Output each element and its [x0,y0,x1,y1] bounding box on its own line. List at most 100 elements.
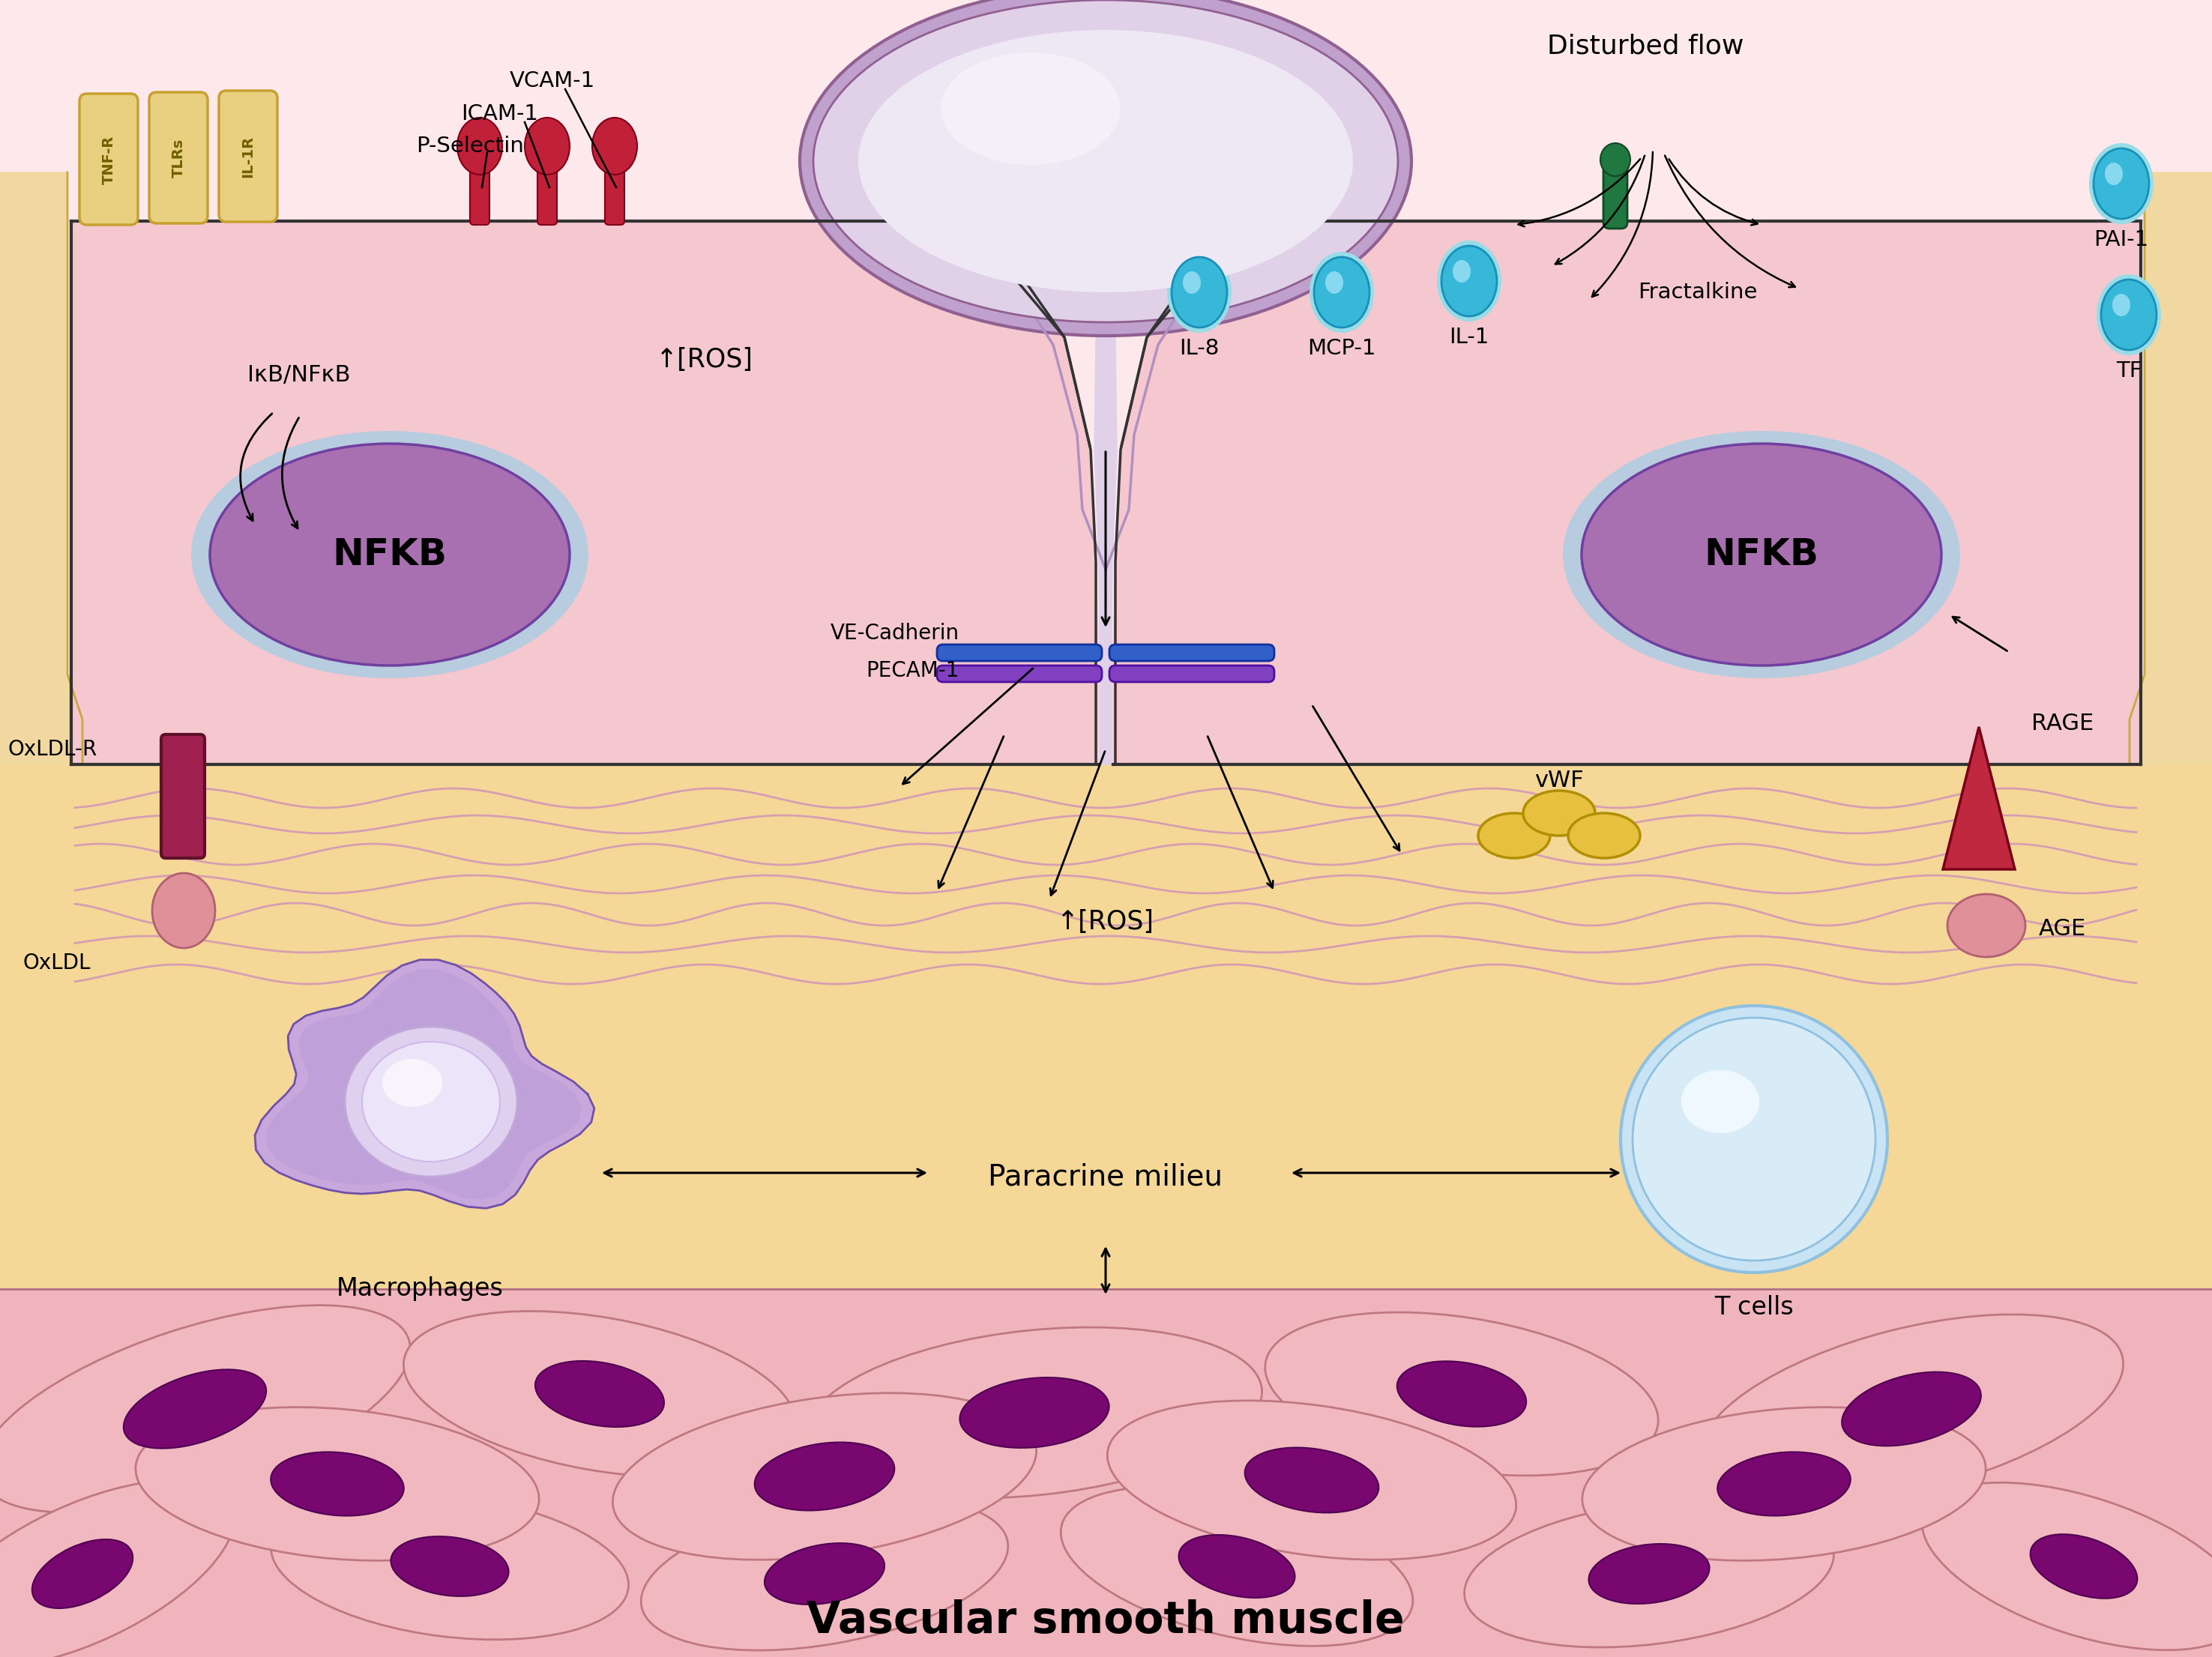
Text: PAI-1: PAI-1 [2095,229,2148,250]
Text: Macrophages: Macrophages [336,1276,504,1301]
Text: Vascular smooth muscle: Vascular smooth muscle [807,1599,1405,1642]
Text: OxLDL: OxLDL [22,953,91,974]
Text: AGE: AGE [2039,918,2086,940]
Ellipse shape [270,1452,405,1516]
Ellipse shape [2093,149,2150,219]
Text: NFΚB: NFΚB [332,537,447,573]
FancyBboxPatch shape [161,734,206,858]
FancyBboxPatch shape [1110,645,1274,661]
FancyBboxPatch shape [938,666,1102,683]
Ellipse shape [765,1543,885,1604]
Ellipse shape [190,431,588,678]
Ellipse shape [613,1394,1037,1559]
Text: RAGE: RAGE [2031,713,2095,734]
Text: Fractalkine: Fractalkine [1637,282,1756,303]
Polygon shape [2130,172,2212,764]
Bar [0,764,2212,1311]
FancyBboxPatch shape [1110,666,1274,683]
Ellipse shape [641,1498,1009,1650]
Ellipse shape [1524,790,1595,835]
Text: NFΚB: NFΚB [1703,537,1818,573]
FancyBboxPatch shape [219,91,276,222]
Text: VCAM-1: VCAM-1 [509,71,595,91]
Text: IL-1R: IL-1R [241,136,254,177]
Ellipse shape [392,1536,509,1596]
Text: VE-Cadherin: VE-Cadherin [830,623,960,645]
Ellipse shape [1588,1544,1710,1604]
Text: TNF-R: TNF-R [102,136,115,184]
Ellipse shape [524,118,571,174]
FancyBboxPatch shape [1259,220,2141,764]
Text: TLRs: TLRs [170,139,186,177]
Text: ↑[ROS]: ↑[ROS] [657,346,754,373]
Ellipse shape [1843,1372,1982,1447]
Ellipse shape [1478,814,1551,858]
Ellipse shape [272,1493,628,1639]
FancyBboxPatch shape [80,94,137,225]
Ellipse shape [403,1311,796,1476]
Ellipse shape [814,0,1398,321]
Ellipse shape [383,1059,442,1107]
Ellipse shape [940,53,1121,166]
Ellipse shape [0,1480,234,1657]
Ellipse shape [1172,257,1228,328]
Text: ↑[ROS]: ↑[ROS] [1057,910,1155,935]
FancyBboxPatch shape [1604,161,1628,229]
Ellipse shape [1599,143,1630,176]
Polygon shape [0,172,82,764]
Ellipse shape [1681,1070,1759,1133]
Polygon shape [268,969,582,1200]
Text: Paracrine milieu: Paracrine milieu [989,1162,1223,1191]
Ellipse shape [1398,1362,1526,1427]
Ellipse shape [1168,252,1232,333]
Text: MCP-1: MCP-1 [1307,338,1376,360]
Text: ICAM-1: ICAM-1 [460,103,538,124]
Text: IκB/NFκB: IκB/NFκB [248,365,349,386]
Ellipse shape [1245,1448,1378,1513]
Ellipse shape [807,1327,1263,1498]
Ellipse shape [363,1042,500,1162]
Text: OxLDL-R: OxLDL-R [7,739,97,761]
Ellipse shape [1265,1312,1659,1476]
Ellipse shape [1699,1314,2124,1503]
FancyBboxPatch shape [469,146,489,225]
Text: vWF: vWF [1535,771,1584,792]
Ellipse shape [1922,1483,2212,1650]
Ellipse shape [1310,252,1374,333]
Ellipse shape [1438,240,1502,321]
Ellipse shape [1325,272,1343,293]
Ellipse shape [1464,1500,1834,1647]
Ellipse shape [2106,162,2124,186]
Text: T cells: T cells [1714,1296,1794,1321]
Ellipse shape [210,444,571,666]
Ellipse shape [1717,1452,1851,1516]
Ellipse shape [1108,1400,1515,1559]
Ellipse shape [593,118,637,174]
Ellipse shape [1568,814,1639,858]
Ellipse shape [754,1442,894,1511]
Ellipse shape [2097,275,2161,355]
Ellipse shape [458,118,502,174]
FancyBboxPatch shape [938,645,1102,661]
Ellipse shape [1564,431,1960,678]
Ellipse shape [153,873,215,948]
Text: PECAM-1: PECAM-1 [867,659,960,681]
Ellipse shape [1453,260,1471,283]
FancyBboxPatch shape [71,220,951,764]
Ellipse shape [2088,143,2154,224]
Ellipse shape [124,1370,265,1448]
Ellipse shape [801,0,1411,336]
Ellipse shape [345,1027,518,1176]
Ellipse shape [1582,444,1942,666]
Text: P-Selectin: P-Selectin [416,136,524,157]
Polygon shape [71,220,1097,764]
Polygon shape [1113,220,2141,764]
Ellipse shape [1621,1006,1887,1273]
Text: IL-8: IL-8 [1179,338,1219,360]
Polygon shape [1942,727,2015,870]
Ellipse shape [858,30,1354,292]
Text: TF: TF [2117,361,2141,381]
Text: IL-1: IL-1 [1449,326,1489,348]
Ellipse shape [135,1407,540,1561]
Bar [0,1289,2212,1657]
